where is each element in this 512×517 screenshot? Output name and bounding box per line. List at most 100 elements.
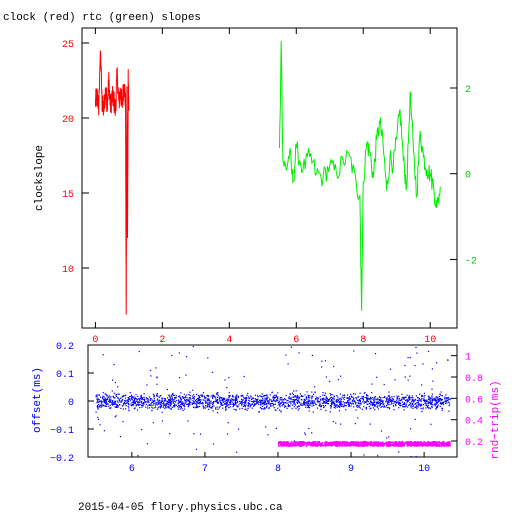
- offset-point: [270, 399, 272, 401]
- rndtrip-point: [445, 442, 447, 444]
- offset-point: [397, 398, 399, 400]
- offset-point: [401, 399, 403, 401]
- bottom-y-tick-label-left: −0.1: [50, 426, 74, 437]
- offset-point: [225, 403, 228, 405]
- offset-point: [307, 406, 310, 408]
- offset-point: [427, 400, 429, 403]
- offset-point: [367, 395, 369, 397]
- offset-point: [355, 397, 357, 399]
- offset-point: [303, 404, 305, 406]
- offset-point: [349, 398, 352, 400]
- offset-point: [142, 398, 144, 401]
- offset-point: [298, 405, 301, 407]
- offset-point: [354, 393, 356, 395]
- offset-point: [417, 406, 419, 408]
- rndtrip-point: [420, 443, 423, 445]
- offset-point: [285, 394, 287, 397]
- rndtrip-point: [333, 441, 335, 443]
- offset-point: [208, 403, 210, 405]
- offset-point: [149, 397, 152, 400]
- rndtrip-point: [317, 441, 319, 443]
- offset-point: [315, 396, 317, 398]
- offset-point: [367, 397, 369, 399]
- offset-point: [136, 400, 138, 402]
- rndtrip-point: [359, 441, 361, 444]
- offset-point: [333, 403, 335, 405]
- rndtrip-point: [321, 444, 323, 446]
- rndtrip-point: [367, 441, 370, 444]
- offset-point: [273, 397, 275, 399]
- offset-point: [380, 430, 383, 432]
- offset-point: [103, 398, 105, 400]
- rndtrip-point: [304, 442, 307, 445]
- offset-point: [366, 396, 368, 398]
- offset-point: [370, 400, 372, 402]
- offset-point: [171, 406, 173, 408]
- offset-point: [361, 398, 363, 400]
- offset-point: [350, 395, 353, 397]
- rndtrip-point: [356, 442, 358, 445]
- offset-point: [422, 407, 424, 409]
- offset-point: [188, 402, 190, 404]
- rndtrip-point: [296, 444, 298, 447]
- offset-point: [122, 395, 124, 397]
- offset-point: [271, 400, 273, 402]
- offset-point: [153, 395, 155, 397]
- rndtrip-point: [319, 442, 322, 445]
- offset-point: [389, 407, 391, 409]
- offset-point: [248, 397, 250, 399]
- offset-point: [445, 394, 447, 396]
- rndtrip-point: [308, 443, 311, 445]
- offset-point: [387, 399, 389, 401]
- rndtrip-point: [281, 441, 284, 444]
- offset-point: [244, 399, 246, 401]
- offset-point: [264, 401, 266, 403]
- offset-point: [156, 392, 158, 395]
- offset-point: [306, 391, 308, 393]
- offset-point: [362, 399, 364, 401]
- offset-point: [141, 401, 143, 404]
- offset-point: [186, 403, 189, 405]
- offset-point: [409, 375, 411, 377]
- offset-point: [194, 407, 196, 409]
- rndtrip-point: [446, 444, 448, 446]
- rndtrip-point: [354, 444, 357, 446]
- offset-point: [173, 405, 175, 407]
- offset-point: [420, 404, 422, 406]
- offset-point: [193, 394, 195, 396]
- offset-point: [380, 406, 382, 408]
- offset-point: [398, 403, 400, 405]
- offset-point: [399, 404, 401, 406]
- offset-point: [251, 403, 253, 405]
- offset-point: [318, 405, 320, 407]
- offset-point: [222, 397, 225, 399]
- offset-point: [189, 402, 191, 404]
- offset-point: [197, 399, 199, 401]
- offset-point: [270, 404, 272, 407]
- offset-point: [268, 402, 270, 404]
- offset-point: [287, 402, 289, 404]
- offset-point: [383, 406, 385, 408]
- offset-point: [427, 350, 430, 352]
- offset-point: [98, 404, 100, 406]
- offset-point: [215, 407, 217, 409]
- offset-point: [369, 397, 372, 399]
- offset-point: [117, 405, 119, 407]
- rndtrip-point: [395, 445, 397, 447]
- rndtrip-point: [291, 442, 293, 445]
- offset-point: [274, 403, 276, 405]
- offset-point: [394, 400, 396, 403]
- offset-point: [316, 401, 318, 403]
- offset-point: [291, 392, 293, 394]
- offset-point: [310, 403, 312, 405]
- offset-point: [133, 408, 135, 410]
- offset-point: [257, 401, 259, 403]
- offset-point: [171, 400, 173, 402]
- offset-point: [166, 388, 168, 391]
- offset-point: [358, 406, 360, 408]
- offset-point: [365, 408, 367, 410]
- offset-point: [330, 399, 332, 401]
- offset-point: [173, 399, 175, 401]
- offset-point: [295, 395, 297, 397]
- offset-point: [285, 354, 287, 356]
